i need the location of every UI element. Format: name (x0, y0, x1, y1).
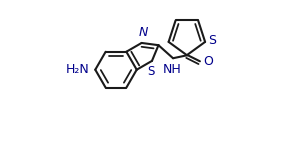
Text: O: O (203, 55, 213, 68)
Text: H₂N: H₂N (65, 63, 89, 76)
Text: S: S (209, 34, 216, 47)
Text: NH: NH (162, 63, 181, 76)
Text: S: S (148, 65, 155, 78)
Text: N: N (139, 26, 148, 39)
